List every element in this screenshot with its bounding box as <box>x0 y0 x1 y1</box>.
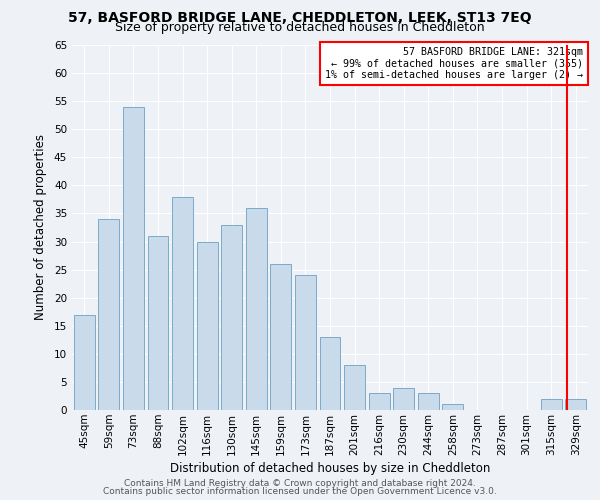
Bar <box>98 219 119 410</box>
Bar <box>393 388 414 410</box>
Text: Size of property relative to detached houses in Cheddleton: Size of property relative to detached ho… <box>115 22 485 35</box>
Bar <box>344 365 365 410</box>
Bar <box>148 236 169 410</box>
Bar <box>123 107 144 410</box>
Y-axis label: Number of detached properties: Number of detached properties <box>34 134 47 320</box>
X-axis label: Distribution of detached houses by size in Cheddleton: Distribution of detached houses by size … <box>170 462 490 475</box>
Bar <box>197 242 218 410</box>
Bar <box>541 399 562 410</box>
Bar <box>221 224 242 410</box>
Bar <box>271 264 292 410</box>
Text: Contains HM Land Registry data © Crown copyright and database right 2024.: Contains HM Land Registry data © Crown c… <box>124 478 476 488</box>
Text: Contains public sector information licensed under the Open Government Licence v3: Contains public sector information licen… <box>103 487 497 496</box>
Bar <box>442 404 463 410</box>
Bar <box>565 399 586 410</box>
Text: 57 BASFORD BRIDGE LANE: 321sqm
← 99% of detached houses are smaller (355)
1% of : 57 BASFORD BRIDGE LANE: 321sqm ← 99% of … <box>325 47 583 80</box>
Bar <box>320 337 340 410</box>
Bar <box>295 275 316 410</box>
Text: 57, BASFORD BRIDGE LANE, CHEDDLETON, LEEK, ST13 7EQ: 57, BASFORD BRIDGE LANE, CHEDDLETON, LEE… <box>68 11 532 25</box>
Bar <box>418 393 439 410</box>
Bar <box>368 393 389 410</box>
Bar <box>246 208 267 410</box>
Bar <box>172 196 193 410</box>
Bar <box>74 314 95 410</box>
